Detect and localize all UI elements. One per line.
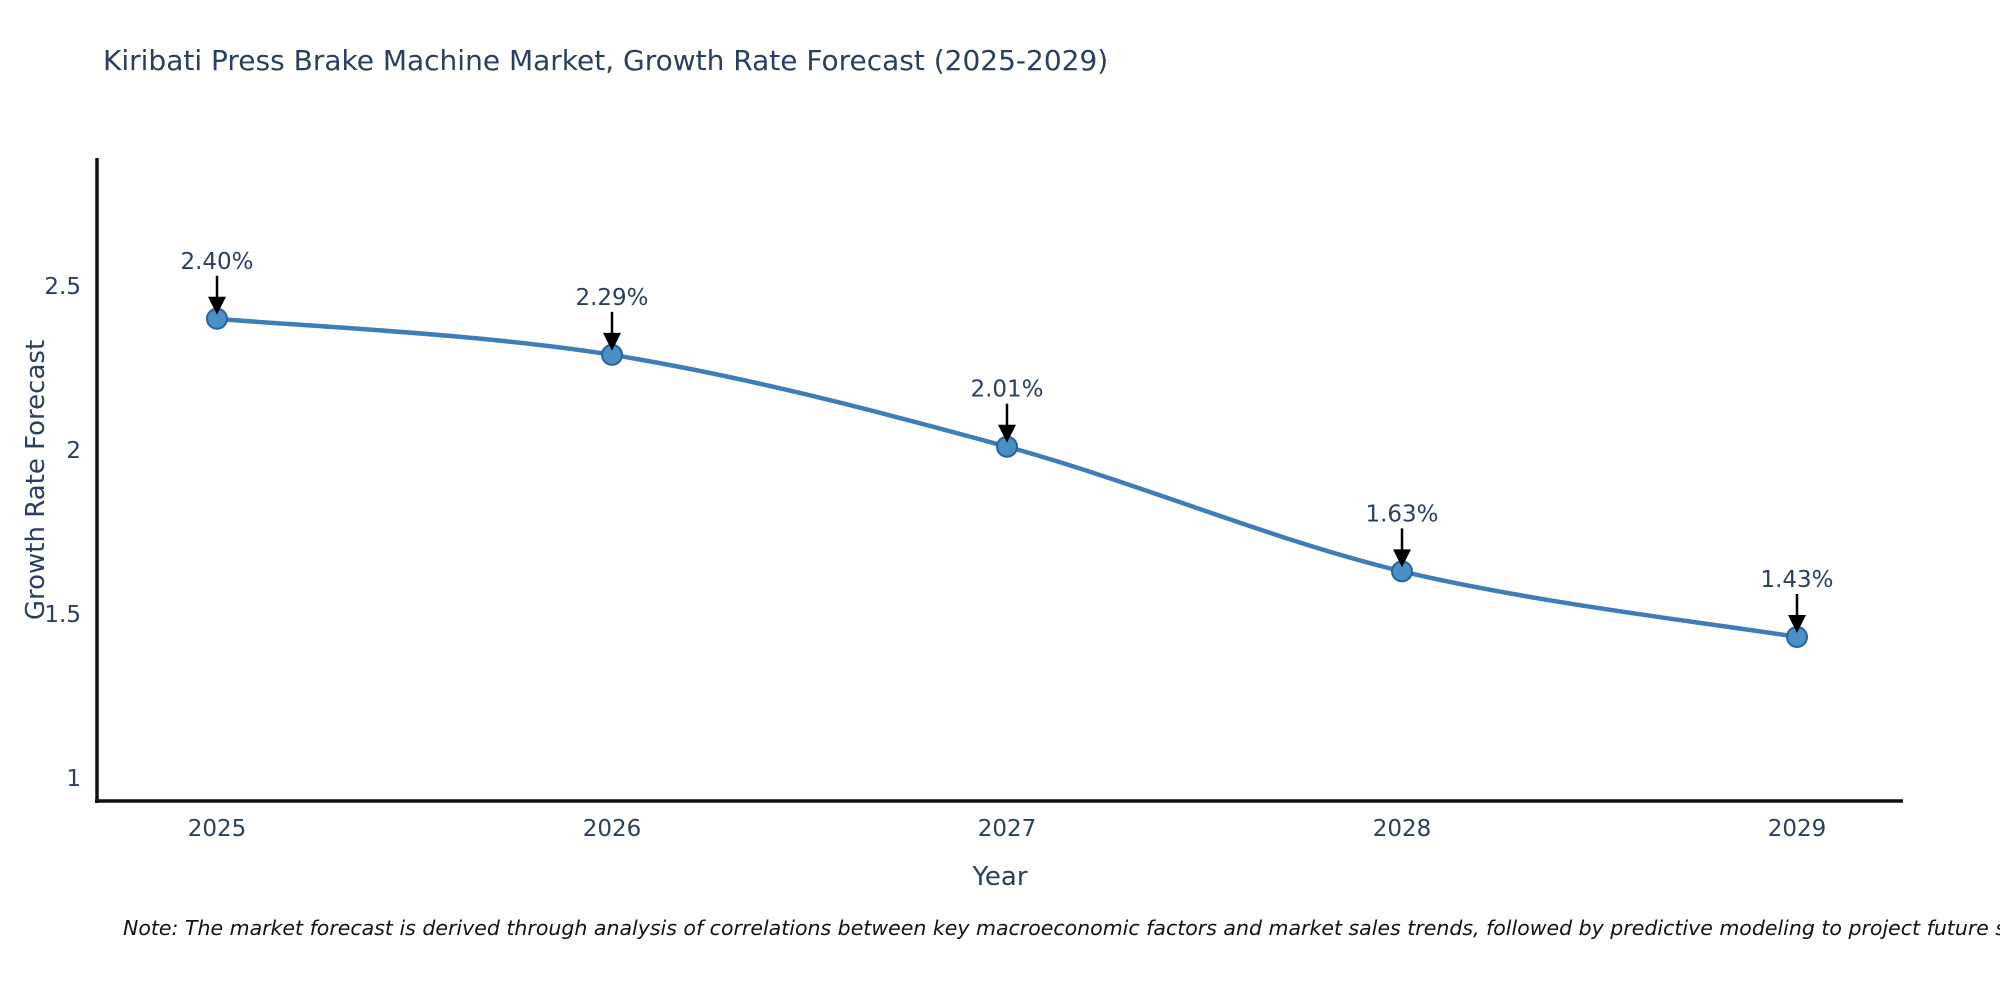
x-tick-label: 2029 [1768, 816, 1827, 842]
annotation-label: 1.43% [1760, 567, 1833, 593]
annotation-label: 2.01% [970, 377, 1043, 403]
annotation-label: 2.29% [575, 285, 648, 311]
annotation-arrowhead [998, 424, 1016, 443]
y-tick-label: 2.5 [44, 274, 81, 300]
footnote-text: Note: The market forecast is derived thr… [123, 916, 2000, 940]
x-axis-title: Year [972, 862, 1028, 892]
annotation-arrowhead [208, 296, 226, 315]
annotation-label: 1.63% [1365, 501, 1438, 527]
x-tick-label: 2026 [583, 816, 642, 842]
x-tick-label: 2028 [1373, 816, 1432, 842]
annotation-arrowhead [603, 332, 621, 351]
y-tick-label: 2 [66, 438, 81, 464]
annotation-arrowhead [1393, 549, 1411, 568]
y-tick-label: 1 [66, 766, 81, 792]
x-tick-label: 2025 [188, 816, 247, 842]
x-tick-label: 2027 [978, 816, 1037, 842]
trend-line [214, 316, 1800, 640]
annotation-label: 2.40% [180, 249, 253, 275]
chart-title: Kiribati Press Brake Machine Market, Gro… [103, 44, 1109, 77]
annotation-arrowhead [1788, 614, 1806, 633]
y-tick-label: 1.5 [44, 602, 81, 628]
